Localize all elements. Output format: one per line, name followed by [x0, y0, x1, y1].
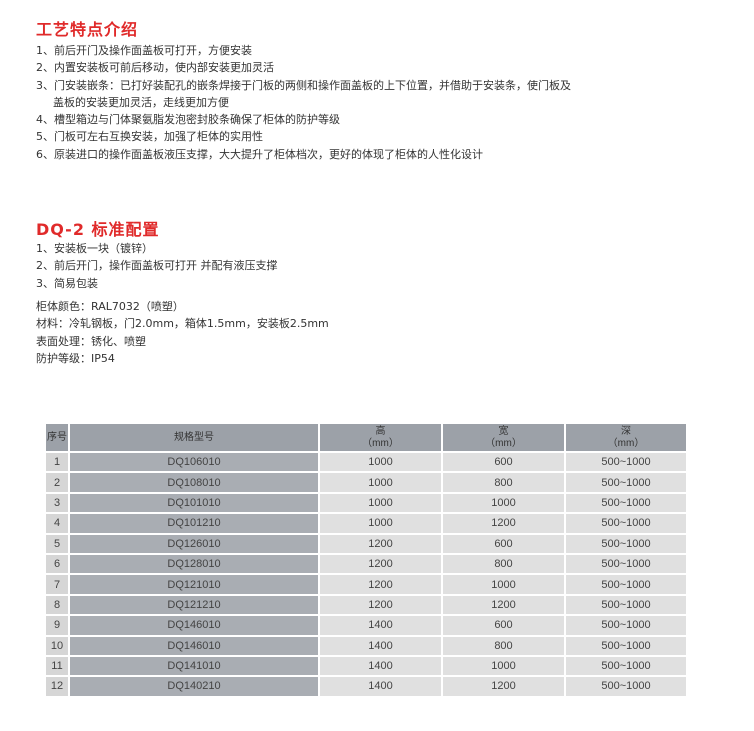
cell-width: 1200 — [441, 675, 566, 698]
features-list: 1、前后开门及操作面盖板可打开，方便安装 2、内置安装板可前后移动，使内部安装更… — [36, 42, 571, 163]
cell-width: 600 — [441, 532, 566, 555]
table-row: 1 DQ106010 1000 600 500~1000 — [44, 450, 688, 474]
cell-depth: 500~1000 — [564, 593, 688, 617]
table-row: 8 DQ121210 1200 1200 500~1000 — [44, 593, 688, 617]
table-row: 4 DQ101210 1000 1200 500~1000 — [44, 512, 688, 535]
cell-seq: 5 — [44, 532, 70, 555]
cell-height: 1000 — [318, 491, 443, 515]
cell-width: 1000 — [441, 573, 566, 596]
cell-depth: 500~1000 — [564, 614, 688, 637]
table-row: 11 DQ141010 1400 1000 500~1000 — [44, 654, 688, 678]
config-item: 3、简易包装 — [36, 276, 98, 290]
header-width: 宽（mm） — [441, 422, 566, 453]
cell-seq: 3 — [44, 491, 70, 515]
cell-depth: 500~1000 — [564, 654, 688, 678]
cell-height: 1200 — [318, 593, 443, 617]
cell-height: 1400 — [318, 654, 443, 678]
cell-model: DQ121010 — [68, 573, 320, 596]
cell-depth: 500~1000 — [564, 491, 688, 515]
feature-item: 6、原装进口的操作面盖板液压支撑，大大提升了柜体档次，更好的体现了柜体的人性化设… — [36, 147, 483, 161]
config-list: 1、安装板一块（镀锌） 2、前后开门，操作面盖板可打开 并配有液压支撑 3、简易… — [36, 240, 278, 292]
cell-width: 800 — [441, 552, 566, 576]
cell-width: 1200 — [441, 593, 566, 617]
cell-height: 1200 — [318, 573, 443, 596]
cell-model: DQ140210 — [68, 675, 320, 698]
cell-model: DQ146010 — [68, 634, 320, 657]
table-row: 9 DQ146010 1400 600 500~1000 — [44, 614, 688, 637]
cell-depth: 500~1000 — [564, 573, 688, 596]
table-row: 2 DQ108010 1000 800 500~1000 — [44, 471, 688, 494]
cell-seq: 8 — [44, 593, 70, 617]
cell-model: DQ128010 — [68, 552, 320, 576]
cell-seq: 9 — [44, 614, 70, 637]
cell-width: 600 — [441, 450, 566, 474]
header-height: 高（mm） — [318, 422, 443, 453]
cell-model: DQ101010 — [68, 491, 320, 515]
header-model: 规格型号 — [68, 422, 320, 453]
cell-height: 1000 — [318, 471, 443, 494]
feature-item: 3、门安装嵌条：已打好装配孔的嵌条焊接于门板的两侧和操作面盖板的上下位置，并借助… — [36, 78, 571, 92]
cell-model: DQ106010 — [68, 450, 320, 474]
cell-depth: 500~1000 — [564, 552, 688, 576]
cell-width: 800 — [441, 471, 566, 494]
cell-depth: 500~1000 — [564, 512, 688, 535]
spec-surface: 表面处理：锈化、喷塑 — [36, 334, 146, 348]
cell-model: DQ108010 — [68, 471, 320, 494]
config-item: 1、安装板一块（镀锌） — [36, 242, 153, 255]
config-item: 2、前后开门，操作面盖板可打开 并配有液压支撑 — [36, 259, 278, 273]
features-title: 工艺特点介绍 — [36, 20, 139, 39]
cell-model: DQ101210 — [68, 512, 320, 535]
cell-seq: 6 — [44, 552, 70, 576]
header-depth: 深（mm） — [564, 422, 688, 453]
cell-height: 1400 — [318, 675, 443, 698]
cell-depth: 500~1000 — [564, 532, 688, 555]
cell-depth: 500~1000 — [564, 675, 688, 698]
table-row: 10 DQ146010 1400 800 500~1000 — [44, 634, 688, 657]
feature-item-continuation: 盖板的安装更加灵活，走线更加方便 — [53, 95, 229, 109]
table-row: 5 DQ126010 1200 600 500~1000 — [44, 532, 688, 555]
feature-item: 5、门板可左右互换安装，加强了柜体的实用性 — [36, 130, 263, 144]
cell-model: DQ141010 — [68, 654, 320, 678]
cell-seq: 10 — [44, 634, 70, 657]
cell-height: 1000 — [318, 512, 443, 535]
feature-item: 4、槽型箱边与门体聚氨脂发泡密封胶条确保了柜体的防护等级 — [36, 113, 340, 127]
cell-width: 800 — [441, 634, 566, 657]
spec-table: 序号 规格型号 高（mm） 宽（mm） 深（mm） 1 DQ106010 1000 6… — [44, 422, 688, 698]
cell-seq: 7 — [44, 573, 70, 596]
table-row: 7 DQ121010 1200 1000 500~1000 — [44, 573, 688, 596]
table-row: 6 DQ128010 1200 800 500~1000 — [44, 552, 688, 576]
cell-width: 600 — [441, 614, 566, 637]
cell-depth: 500~1000 — [564, 450, 688, 474]
cell-width: 1200 — [441, 512, 566, 535]
cell-seq: 2 — [44, 471, 70, 494]
config-title: DQ-2 标准配置 — [36, 220, 160, 239]
feature-item: 1、前后开门及操作面盖板可打开，方便安装 — [36, 44, 252, 57]
cell-model: DQ146010 — [68, 614, 320, 637]
spec-list: 柜体颜色：RAL7032（喷塑） 材料：冷轧钢板，门2.0mm，箱体1.5mm，… — [36, 298, 329, 367]
cell-height: 1000 — [318, 450, 443, 474]
cell-seq: 12 — [44, 675, 70, 698]
spec-color: 柜体颜色：RAL7032（喷塑） — [36, 300, 184, 313]
cell-depth: 500~1000 — [564, 634, 688, 657]
cell-height: 1400 — [318, 634, 443, 657]
cell-width: 1000 — [441, 491, 566, 515]
cell-seq: 4 — [44, 512, 70, 535]
cell-seq: 11 — [44, 654, 70, 678]
table-row: 12 DQ140210 1400 1200 500~1000 — [44, 675, 688, 698]
cell-seq: 1 — [44, 450, 70, 474]
spec-material: 材料：冷轧钢板，门2.0mm，箱体1.5mm，安装板2.5mm — [36, 317, 329, 331]
cell-model: DQ126010 — [68, 532, 320, 555]
cell-height: 1200 — [318, 532, 443, 555]
cell-depth: 500~1000 — [564, 471, 688, 494]
cell-height: 1400 — [318, 614, 443, 637]
table-row: 3 DQ101010 1000 1000 500~1000 — [44, 491, 688, 515]
cell-width: 1000 — [441, 654, 566, 678]
header-seq: 序号 — [44, 422, 70, 453]
spec-protection: 防护等级：IP54 — [36, 351, 115, 365]
feature-item: 2、内置安装板可前后移动，使内部安装更加灵活 — [36, 61, 274, 75]
table-header-row: 序号 规格型号 高（mm） 宽（mm） 深（mm） — [44, 422, 688, 453]
cell-height: 1200 — [318, 552, 443, 576]
cell-model: DQ121210 — [68, 593, 320, 617]
